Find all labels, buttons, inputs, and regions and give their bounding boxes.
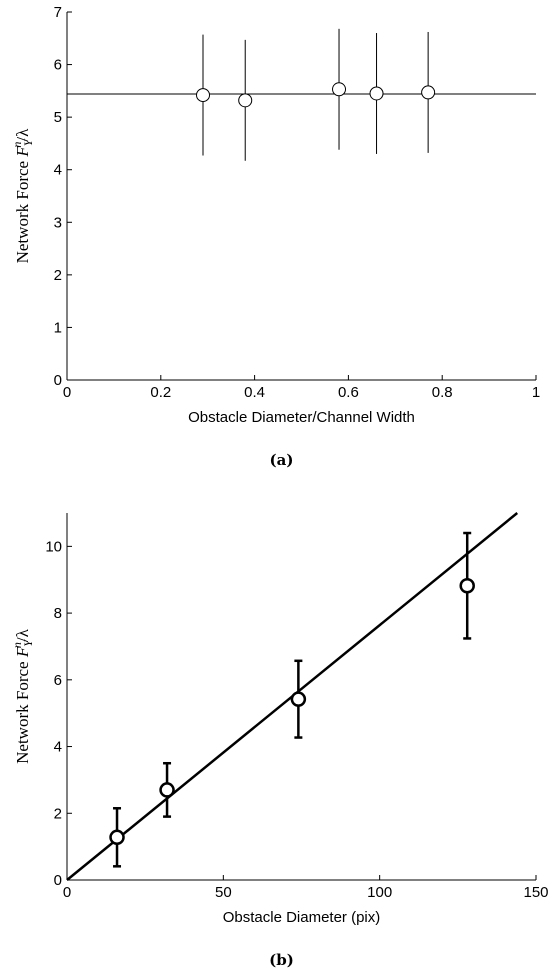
chart: 0 50 100 150 0 2 4 6 8 10 Obstacle Diameter (pix) N…: [10, 512, 549, 969]
x-tick-label: 0.8: [432, 384, 453, 401]
x-tick-label: 0: [63, 384, 71, 401]
y-axis-label: Network Force FYn/λ: [10, 128, 35, 264]
x-tick-label: 0.6: [338, 384, 359, 401]
point: [196, 88, 211, 103]
y-tick-label: 2: [54, 267, 62, 284]
x-tick-label: 0.2: [150, 384, 171, 401]
x-tick-label: 100: [367, 884, 392, 901]
y-tick-label: 0: [54, 872, 62, 889]
y-tick-label: 2: [54, 805, 62, 822]
caption: (b): [269, 951, 294, 969]
y-tick-label: 8: [54, 605, 62, 622]
y-tick-label: 10: [45, 538, 62, 555]
point: [290, 691, 307, 707]
y-tick-label: 5: [54, 109, 62, 126]
x-tick-label: 1: [532, 384, 540, 401]
y-tick-label: 3: [54, 214, 62, 231]
caption: (a): [270, 451, 294, 469]
point: [332, 82, 347, 97]
y-axis-label: Network Force FYn/λ: [10, 628, 35, 764]
y-label-text: Network Force: [13, 157, 32, 264]
x-axis-label: Obstacle Diameter/Channel Width: [188, 409, 415, 426]
point: [238, 93, 253, 108]
point: [421, 85, 436, 100]
y-label-var: F: [13, 646, 32, 658]
y-label-sup: n: [10, 642, 24, 648]
point: [159, 782, 175, 798]
y-tick-label: 4: [54, 739, 62, 756]
point: [369, 86, 384, 101]
y-tick-label: 6: [54, 57, 62, 74]
y-label-text: Network Force: [13, 657, 32, 764]
chart: 0 0.2 0.4 0.6 0.8 1 0 1 2 3 4 5 6 7 Obstacle Diameter/…: [10, 4, 540, 469]
y-tick-label: 1: [54, 319, 62, 336]
point: [459, 577, 475, 594]
point: [109, 829, 125, 846]
y-label-var: F: [13, 146, 32, 158]
x-tick-label: 0: [63, 884, 71, 901]
y-tick-label: 7: [54, 4, 62, 21]
x-tick-label: 150: [523, 884, 548, 901]
x-tick-label: 0.4: [244, 384, 265, 401]
y-label-sub: Y: [21, 138, 35, 146]
y-label-tail: /λ: [13, 128, 32, 142]
y-label-sup: n: [10, 142, 24, 148]
y-label-sub: Y: [21, 639, 35, 647]
y-label-tail: /λ: [13, 628, 32, 642]
y-tick-label: 6: [54, 672, 62, 689]
y-tick-label: 0: [54, 372, 62, 389]
x-axis-label: Obstacle Diameter (pix): [223, 909, 381, 926]
x-tick-label: 50: [215, 884, 232, 901]
y-tick-label: 4: [54, 162, 62, 179]
